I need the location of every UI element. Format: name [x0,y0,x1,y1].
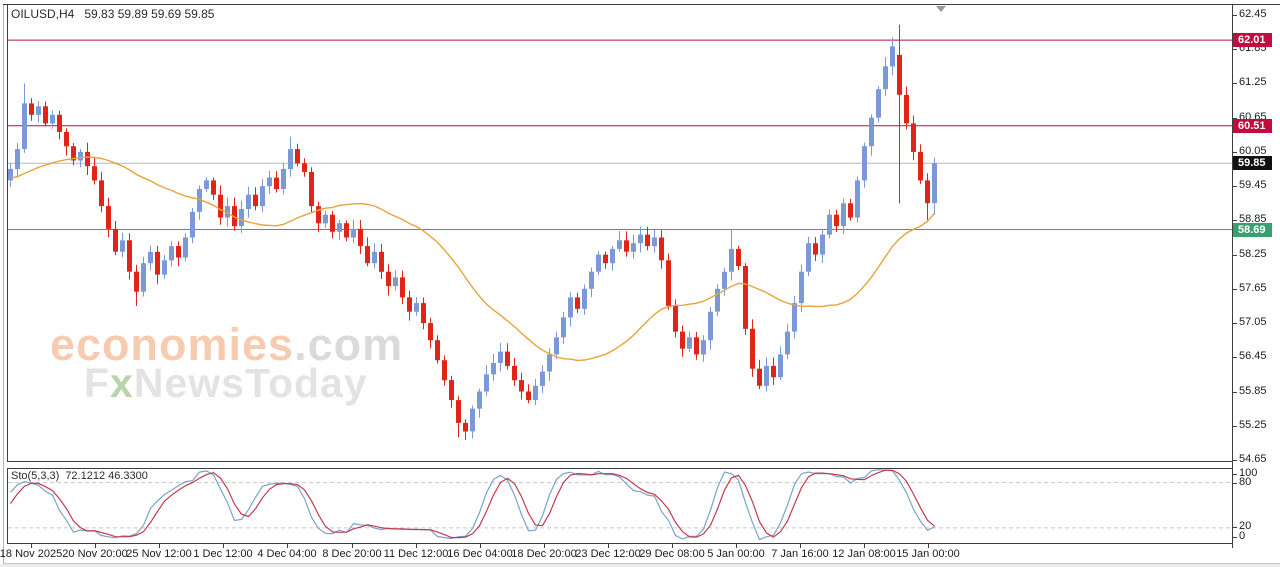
time-axis-tick [31,544,32,548]
price-axis-label: 62.45 [1239,8,1267,20]
current-price-badge: 59.85 [1233,156,1272,170]
time-axis-label: 4 Dec 04:00 [257,548,317,560]
price-axis-tick [1233,83,1237,84]
price-axis-label: 56.45 [1239,350,1267,362]
price-axis-tick [1233,152,1237,153]
price-axis-tick [1233,357,1237,358]
price-axis-tick [1233,186,1237,187]
time-axis-label: 8 Dec 20:00 [322,548,382,560]
time-axis-tick [95,544,96,548]
price-axis-label: 60.05 [1239,145,1267,157]
sto-axis-label: 80 [1239,476,1252,488]
time-axis-tick [352,544,353,548]
time-axis-label: 16 Dec 04:00 [447,548,513,560]
sto-axis-label: 0 [1239,530,1246,542]
sto-axis-label: 100 [1239,467,1258,479]
level-price-badge: 58.69 [1233,223,1272,237]
price-axis-label: 55.25 [1239,419,1267,431]
time-axis-tick [736,544,737,548]
price-axis-label: 61.25 [1239,76,1267,88]
time-axis-tick [223,544,224,548]
price-axis-label: 57.65 [1239,282,1267,294]
price-axis-tick [1233,460,1237,461]
sto-axis-tick [1233,527,1237,528]
time-axis-label: 20 Nov 20:00 [62,548,128,560]
price-axis-label: 58.25 [1239,248,1267,260]
price-shift-marker[interactable] [936,6,946,12]
price-axis-tick [1233,289,1237,290]
sto-axis-tick [1233,537,1237,538]
price-axis-tick [1233,118,1237,119]
sto-axis-label: 20 [1239,520,1252,532]
watermark: economies.com FxNewsToday [50,322,403,404]
watermark-subbrand: FxNewsToday [84,360,368,406]
sto-axis-tick [1233,483,1237,484]
time-axis-label: 18 Dec 20:00 [511,548,577,560]
stochastic-name: Sto(5,3,3) [11,470,60,482]
time-axis-label: 12 Jan 08:00 [832,548,896,560]
watermark-brand: economies.com [50,319,404,370]
price-axis-tick [1233,15,1237,16]
time-axis-tick [480,544,481,548]
level-price-badge: 60.51 [1233,119,1272,133]
time-axis-tick [159,544,160,548]
price-axis-tick [1233,255,1237,256]
time-axis-label: 18 Nov 2025 [0,548,63,560]
price-axis-tick [1233,426,1237,427]
stochastic-values: 72.1212 46.3300 [65,470,148,482]
price-axis-label: 59.45 [1239,179,1267,191]
time-axis-tick [608,544,609,548]
level-price-badge: 62.01 [1233,33,1272,47]
time-axis-label: 15 Jan 00:00 [896,548,960,560]
time-axis-label: 23 Dec 12:00 [575,548,641,560]
time-axis-tick [544,544,545,548]
time-axis-tick [928,544,929,548]
time-axis-label: 29 Dec 08:00 [639,548,705,560]
price-axis-tick [1233,392,1237,393]
time-axis-label: 5 Jan 00:00 [707,548,765,560]
window-bottom-strip [0,564,1280,567]
time-axis-tick [416,544,417,548]
price-axis-label: 55.85 [1239,385,1267,397]
price-axis-label: 57.05 [1239,316,1267,328]
time-axis-label: 25 Nov 12:00 [126,548,192,560]
chart-title: OILUSD,H4 59.83 59.89 59.69 59.85 [11,7,214,21]
time-axis-tick [672,544,673,548]
time-axis-tick [800,544,801,548]
time-axis-label: 11 Dec 12:00 [383,548,449,560]
ohlc-values-label: 59.83 59.89 59.69 59.85 [84,7,215,21]
sto-axis-tick [1233,474,1237,475]
time-axis-tick [864,544,865,548]
price-axis-tick [1233,220,1237,221]
time-axis-tick [287,544,288,548]
price-axis-tick [1233,49,1237,50]
symbol-timeframe-label: OILUSD,H4 [11,7,75,21]
price-axis-tick [1233,323,1237,324]
price-axis-label: 54.65 [1239,453,1267,465]
stochastic-label: Sto(5,3,3) 72.1212 46.3300 [11,470,148,482]
price-axis-label: 58.85 [1239,213,1267,225]
time-axis-label: 1 Dec 12:00 [193,548,253,560]
time-axis-label: 7 Jan 16:00 [771,548,829,560]
